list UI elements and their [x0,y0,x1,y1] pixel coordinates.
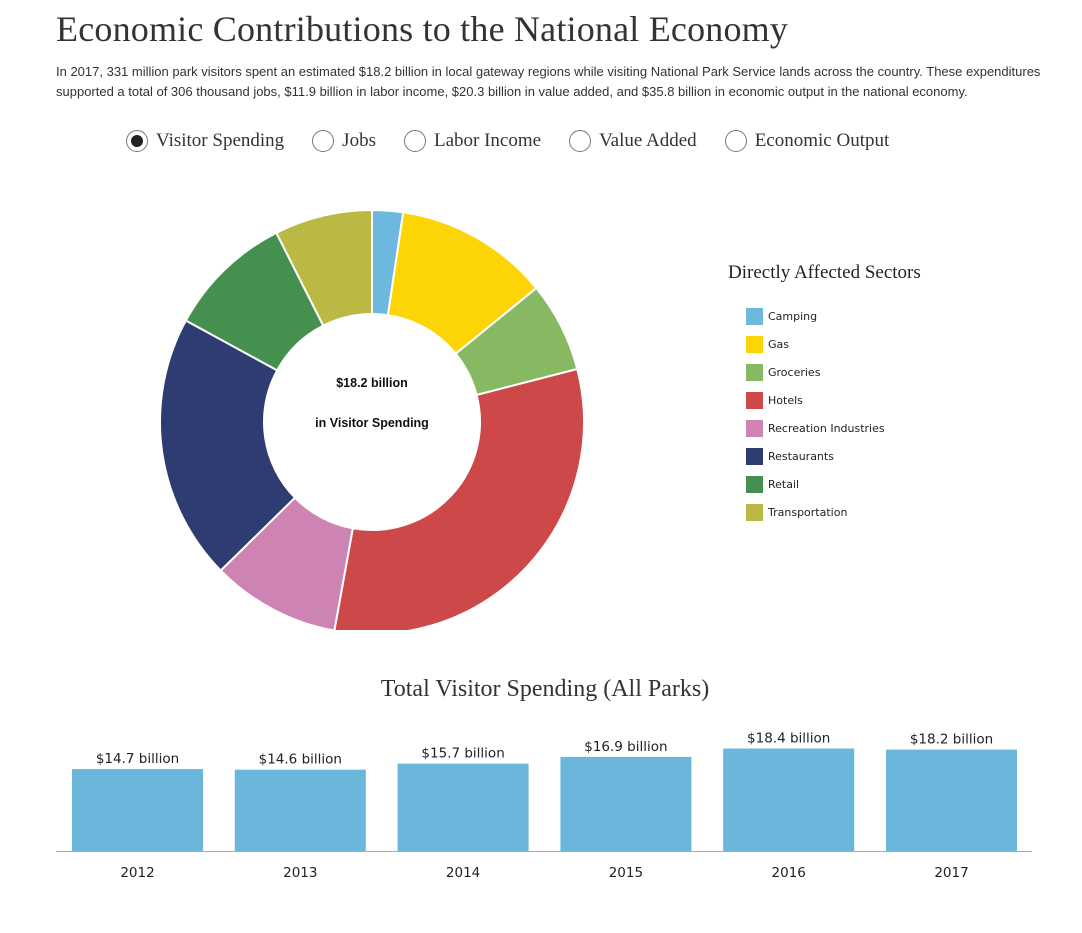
legend-label: Retail [768,477,800,491]
bar-chart-title: Total Visitor Spending (All Parks) [380,676,710,702]
donut-center-value: $18.2 billion [336,376,408,390]
radio-label: Economic Output [754,130,890,151]
x-tick-label: 2013 [283,865,317,881]
sector-donut-chart: $18.2 billion in Visitor Spending [159,208,585,630]
radio-labor-income[interactable]: Labor Income [403,130,542,152]
legend-label: Gas [768,337,789,351]
radio-selected-dot [131,135,143,147]
legend-swatch [746,475,763,493]
radio-jobs[interactable]: Jobs [312,130,376,152]
bar-2014[interactable] [397,763,529,851]
donut-center-caption: in Visitor Spending [315,416,429,430]
radio-circle[interactable] [312,130,335,152]
legend-label: Hotels [768,393,803,407]
radio-circle[interactable] [403,130,426,152]
radio-label: Visitor Spending [156,130,285,151]
legend-swatch [746,307,763,325]
sector-legend: Directly Affected Sectors Camping Gas Groc… [728,262,921,526]
x-tick-label: 2015 [609,865,643,881]
bar-value-label: $16.9 billion [584,739,667,755]
metric-radio-group: Visitor Spending Jobs Labor Income Value Ad… [126,130,917,152]
legend-item-gas: Gas [746,330,921,358]
donut-slice-restaurants[interactable] [159,319,297,572]
radio-circle[interactable] [724,130,747,152]
bar-value-label: $14.7 billion [96,751,179,767]
legend-swatch [746,419,763,437]
bar-value-label: $18.2 billion [910,732,993,748]
bar-value-label: $15.7 billion [421,746,504,762]
bar-2012[interactable] [72,769,203,851]
legend-label: Transportation [768,505,848,519]
legend-swatch [746,335,763,353]
radio-circle[interactable] [569,130,592,152]
legend-swatch [746,391,763,409]
legend-item-groceries: Groceries [746,358,921,386]
legend-item-recreation-industries: Recreation Industries [746,414,921,442]
x-tick-label: 2016 [772,865,806,881]
bar-value-label: $18.4 billion [747,731,830,747]
intro-text: In 2017, 331 million park visitors spent… [56,64,1041,99]
donut-slice-hotels[interactable] [333,367,585,630]
legend-item-hotels: Hotels [746,386,921,414]
x-tick-label: 2012 [120,865,154,881]
legend-item-retail: Retail [746,470,921,498]
legend-swatch [746,503,763,521]
legend-item-transportation: Transportation [746,498,921,526]
radio-circle[interactable] [126,130,148,152]
legend-item-camping: Camping [746,302,921,330]
visitor-spending-bar-chart: $14.7 billion 2012 $14.6 billion 2013 $15.7 … [56,731,1032,881]
x-tick-label: 2014 [446,865,480,881]
bar-2015[interactable] [560,756,692,851]
bar-2016[interactable] [723,748,855,852]
x-tick-label: 2017 [934,865,968,881]
donut-slice-transportation[interactable] [274,208,373,327]
bar-2017[interactable] [886,749,1017,851]
bar-2013[interactable] [234,769,366,851]
legend-label: Groceries [768,365,821,379]
legend-swatch [746,447,763,465]
radio-economic-output[interactable]: Economic Output [724,130,890,152]
legend-label: Recreation Industries [768,421,885,435]
radio-visitor-spending[interactable]: Visitor Spending [126,130,284,152]
radio-label: Labor Income [433,130,542,151]
legend-swatch [746,363,763,381]
radio-label: Jobs [342,130,376,151]
legend-label: Camping [768,309,818,323]
radio-value-added[interactable]: Value Added [569,130,697,152]
bar-value-label: $14.6 billion [259,752,342,768]
legend-label: Restaurants [768,449,834,463]
page-title: Economic Contributions to the National E… [56,9,789,49]
legend-item-restaurants: Restaurants [746,442,921,470]
legend-title: Directly Affected Sectors [728,262,921,283]
radio-label: Value Added [599,130,697,151]
